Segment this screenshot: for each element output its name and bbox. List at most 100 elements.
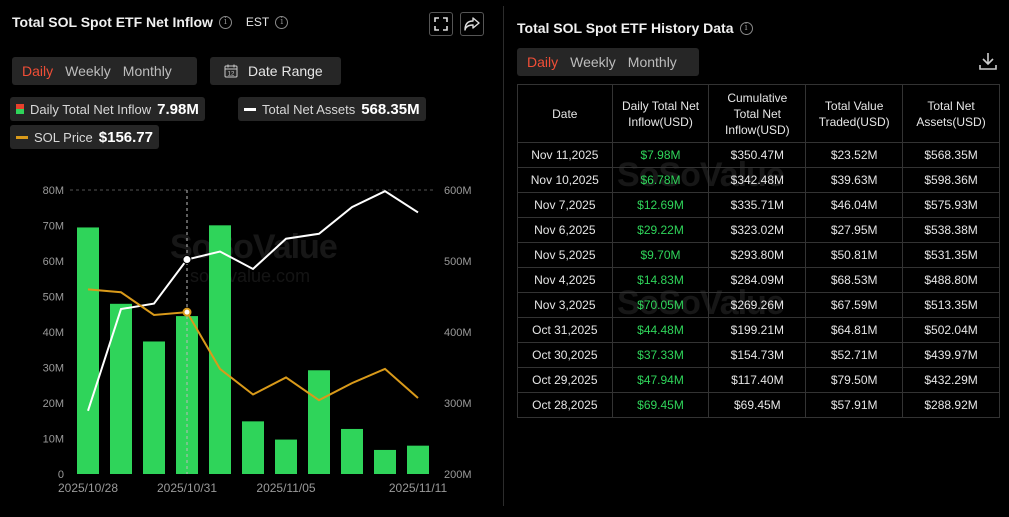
legend-value: $156.77	[98, 128, 153, 146]
legend-label: Total Net Assets	[262, 101, 356, 117]
chart-title-row: Total SOL Spot ETF Net Inflow i EST i	[12, 14, 289, 30]
col-value-traded: Total Value Traded(USD)	[805, 84, 904, 143]
table-row[interactable]: Nov 6,2025 $29.22M $323.02M $27.95M $538.38M	[517, 217, 1000, 243]
cell-cumulative-inflow: $199.21M	[708, 317, 807, 343]
chart-title: Total SOL Spot ETF Net Inflow	[12, 14, 213, 30]
legend-sol-price[interactable]: SOL Price $156.77	[10, 125, 159, 149]
info-icon[interactable]: i	[218, 15, 232, 29]
col-cumulative-inflow: Cumulative Total Net Inflow(USD)	[708, 84, 807, 143]
legend-total-net-assets[interactable]: Total Net Assets 568.35M	[238, 97, 426, 121]
cell-date: Nov 11,2025	[517, 142, 613, 168]
cell-net-assets: $439.97M	[902, 342, 1000, 368]
left-axis-label: 30M	[43, 363, 64, 375]
inflow-bar	[275, 439, 297, 474]
legend-value: 7.98M	[157, 100, 199, 118]
cell-date: Nov 5,2025	[517, 242, 613, 268]
fullscreen-icon[interactable]	[429, 12, 453, 36]
table-row[interactable]: Oct 31,2025 $44.48M $199.21M $64.81M $502.04…	[517, 317, 1000, 343]
table-row[interactable]: Nov 3,2025 $70.05M $269.26M $67.59M $513.35M	[517, 292, 1000, 318]
cell-daily-inflow: $44.48M	[611, 317, 710, 343]
col-daily-inflow: Daily Total Net Inflow(USD)	[611, 84, 710, 143]
cell-cumulative-inflow: $269.26M	[708, 292, 807, 318]
net-inflow-panel: Total SOL Spot ETF Net Inflow i EST i Da…	[0, 0, 504, 517]
cell-net-assets: $513.35M	[902, 292, 1000, 318]
left-axis-label: 40M	[43, 327, 64, 339]
table-row[interactable]: Oct 28,2025 $69.45M $69.45M $57.91M $288.92M	[517, 392, 1000, 418]
x-axis-label: 2025/10/28	[58, 481, 118, 495]
left-axis-label: 50M	[43, 292, 64, 304]
right-axis-label: 500M	[444, 256, 472, 268]
table-row[interactable]: Oct 30,2025 $37.33M $154.73M $52.71M $439.97…	[517, 342, 1000, 368]
left-axis-label: 0	[58, 469, 64, 481]
cell-cumulative-inflow: $284.09M	[708, 267, 807, 293]
line-swatch-icon	[16, 135, 28, 139]
left-axis-label: 60M	[43, 256, 64, 268]
cell-cumulative-inflow: $342.48M	[708, 167, 807, 193]
tab-weekly[interactable]: Weekly	[570, 54, 616, 70]
cell-value-traded: $64.81M	[805, 317, 904, 343]
cell-net-assets: $502.04M	[902, 317, 1000, 343]
table-row[interactable]: Nov 5,2025 $9.70M $293.80M $50.81M $531.35M	[517, 242, 1000, 268]
tab-weekly[interactable]: Weekly	[65, 63, 111, 79]
price-hover-point	[182, 307, 192, 317]
left-axis-label: 80M	[43, 185, 64, 197]
info-icon[interactable]: i	[739, 21, 753, 35]
cell-date: Nov 6,2025	[517, 217, 613, 243]
table-row[interactable]: Oct 29,2025 $47.94M $117.40M $79.50M $432.29…	[517, 367, 1000, 393]
left-axis-label: 10M	[43, 434, 64, 446]
right-axis-label: 400M	[444, 327, 472, 339]
history-period-tabs: Daily Weekly Monthly	[517, 48, 699, 76]
tab-monthly[interactable]: Monthly	[122, 63, 172, 79]
cell-cumulative-inflow: $350.47M	[708, 142, 807, 168]
tab-daily[interactable]: Daily	[22, 63, 54, 79]
cell-net-assets: $568.35M	[902, 142, 1000, 168]
download-icon[interactable]	[977, 50, 999, 72]
cell-date: Oct 30,2025	[517, 342, 613, 368]
date-range-button[interactable]: 12 Date Range	[210, 57, 341, 85]
cell-daily-inflow: $12.69M	[611, 192, 710, 218]
col-date: Date	[517, 84, 613, 143]
date-range-label: Date Range	[248, 63, 323, 79]
inflow-bar	[242, 421, 264, 474]
cell-value-traded: $79.50M	[805, 367, 904, 393]
share-icon[interactable]	[460, 12, 484, 36]
table-row[interactable]: Nov 11,2025 $7.98M $350.47M $23.52M $568.35M	[517, 142, 1000, 168]
table-row[interactable]: Nov 10,2025 $6.78M $342.48M $39.63M $598.36M	[517, 167, 1000, 193]
cell-daily-inflow: $9.70M	[611, 242, 710, 268]
cell-net-assets: $488.80M	[902, 267, 1000, 293]
total-net-assets-line	[87, 190, 419, 412]
inflow-bar	[374, 449, 396, 474]
cell-value-traded: $68.53M	[805, 267, 904, 293]
line-swatch-icon	[244, 107, 256, 111]
tab-daily[interactable]: Daily	[527, 54, 559, 70]
cell-value-traded: $23.52M	[805, 142, 904, 168]
legend-label: SOL Price	[34, 129, 93, 145]
cell-daily-inflow: $37.33M	[611, 342, 710, 368]
table-row[interactable]: Nov 4,2025 $14.83M $284.09M $68.53M $488.80M	[517, 267, 1000, 293]
legend-daily-inflow[interactable]: Daily Total Net Inflow 7.98M	[10, 97, 205, 121]
cell-cumulative-inflow: $323.02M	[708, 217, 807, 243]
table-row[interactable]: Nov 7,2025 $12.69M $335.71M $46.04M $575.93M	[517, 192, 1000, 218]
cell-value-traded: $52.71M	[805, 342, 904, 368]
cell-cumulative-inflow: $69.45M	[708, 392, 807, 418]
inflow-bar	[143, 341, 165, 474]
tab-monthly[interactable]: Monthly	[627, 54, 677, 70]
cell-value-traded: $50.81M	[805, 242, 904, 268]
period-tabs: Daily Weekly Monthly	[12, 57, 197, 85]
cell-date: Nov 3,2025	[517, 292, 613, 318]
cell-date: Oct 29,2025	[517, 367, 613, 393]
cell-net-assets: $598.36M	[902, 167, 1000, 193]
inflow-chart[interactable]: 0 10M 20M 30M 40M 50M 60M 70M 80M 200M 300M 400M 500…	[0, 170, 504, 500]
cell-daily-inflow: $29.22M	[611, 217, 710, 243]
timezone-info-icon[interactable]: i	[275, 15, 289, 29]
col-net-assets: Total Net Assets(USD)	[902, 84, 1000, 143]
cell-daily-inflow: $6.78M	[611, 167, 710, 193]
cell-value-traded: $67.59M	[805, 292, 904, 318]
cell-value-traded: $46.04M	[805, 192, 904, 218]
inflow-bar	[77, 227, 99, 474]
cell-value-traded: $27.95M	[805, 217, 904, 243]
table-body: Nov 11,2025 $7.98M $350.47M $23.52M $568.35M…	[517, 142, 1000, 418]
assets-hover-point	[182, 255, 192, 265]
svg-text:12: 12	[228, 72, 235, 78]
left-axis-label: 70M	[43, 221, 64, 233]
